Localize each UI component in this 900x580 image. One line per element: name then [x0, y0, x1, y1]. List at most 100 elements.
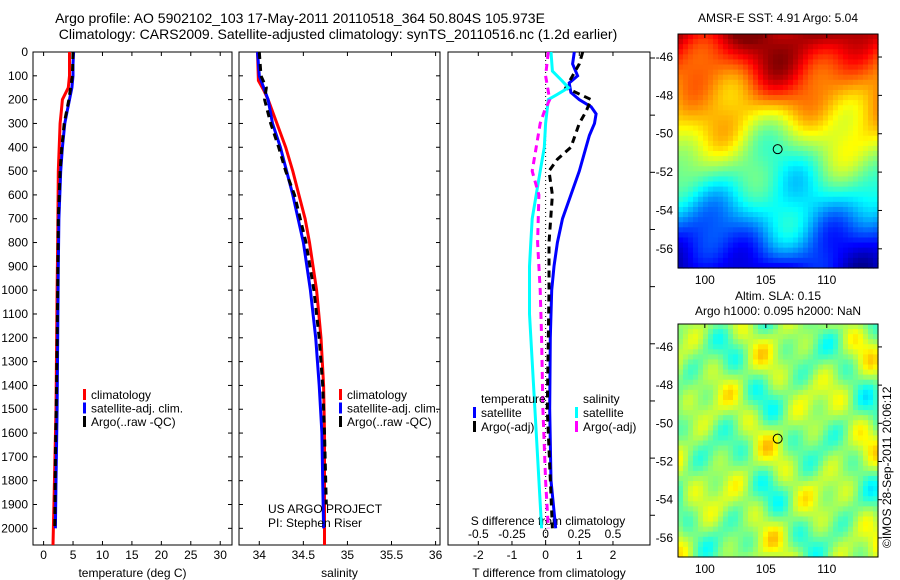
map-cell: [793, 100, 799, 106]
map-cell: [763, 455, 769, 462]
map-cell: [678, 531, 684, 538]
map-cell: [753, 399, 759, 406]
map-cell: [853, 521, 859, 528]
map-cell: [768, 486, 774, 492]
map-cell: [703, 410, 709, 416]
map-cell: [733, 84, 739, 91]
map-cell: [683, 324, 689, 330]
map-cell: [773, 69, 779, 76]
map-cell: [858, 329, 864, 335]
map-cell: [683, 415, 689, 421]
map-cell: [723, 257, 729, 264]
map-cell: [763, 84, 769, 91]
map-cell: [698, 176, 704, 183]
map-cell: [683, 69, 689, 76]
map-cell: [703, 156, 709, 162]
map-cell: [838, 95, 844, 101]
map-cell: [693, 242, 699, 249]
map-cell: [833, 201, 839, 208]
map-cell: [793, 176, 799, 183]
map-cell: [868, 526, 874, 533]
map-cell: [828, 44, 834, 50]
map-cell: [698, 181, 704, 188]
map-cell: [868, 399, 874, 406]
map-cell: [688, 551, 694, 558]
map-cell: [803, 491, 809, 497]
map-cell: [778, 369, 784, 376]
map-cell: [833, 74, 839, 81]
map-cell: [743, 394, 749, 401]
map-cell: [808, 465, 814, 472]
map-cell: [783, 135, 789, 142]
map-cell: [743, 252, 749, 259]
map-cell: [713, 115, 719, 122]
map-cell: [688, 115, 694, 122]
map-cell: [703, 247, 709, 254]
map-cell: [683, 526, 689, 533]
map-cell: [748, 445, 754, 452]
map-cell: [808, 161, 814, 167]
map-cell: [708, 374, 714, 381]
map-cell: [718, 329, 724, 335]
map-cell: [848, 171, 854, 178]
map-cell: [758, 100, 764, 106]
map-cell: [868, 374, 874, 381]
map-cell: [713, 511, 719, 518]
map-cell: [793, 496, 799, 502]
map-cell: [863, 110, 869, 116]
map-cell: [788, 531, 794, 538]
map-cell: [708, 262, 714, 269]
map-cell: [873, 481, 879, 487]
map-cell: [713, 100, 719, 106]
map-cell: [753, 465, 759, 472]
map-cell: [803, 415, 809, 421]
map-cell: [863, 394, 869, 401]
map-cell: [823, 105, 829, 111]
map-cell: [733, 435, 739, 442]
map-cell: [683, 369, 689, 376]
map-cell: [853, 100, 859, 106]
map-cell: [708, 130, 714, 137]
map-cell: [763, 201, 769, 208]
map-cell: [753, 359, 759, 366]
map-cell: [838, 546, 844, 553]
map-cell: [698, 486, 704, 492]
map-cell: [783, 399, 789, 406]
map-cell: [858, 379, 864, 386]
map-cell: [748, 232, 754, 239]
map-cell: [693, 526, 699, 533]
map-cell: [708, 257, 714, 264]
map-cell: [743, 460, 749, 467]
map-cell: [793, 435, 799, 442]
map-cell: [863, 39, 869, 45]
map-cell: [678, 222, 684, 228]
map-cell: [768, 262, 774, 269]
map-cell: [773, 470, 779, 477]
map-cell: [703, 227, 709, 233]
map-cell: [863, 531, 869, 538]
map-cell: [848, 374, 854, 381]
map-cell: [818, 69, 824, 76]
map-cell: [758, 460, 764, 467]
map-cell: [773, 115, 779, 122]
map-cell: [808, 379, 814, 386]
map-cell: [688, 546, 694, 553]
map-cell: [848, 151, 854, 157]
map-cell: [713, 145, 719, 152]
map-cell: [733, 252, 739, 259]
map-cell: [803, 100, 809, 106]
map-cell: [683, 171, 689, 178]
map-cell: [778, 511, 784, 518]
map-cell: [818, 359, 824, 366]
map-cell: [758, 120, 764, 127]
map-cell: [868, 450, 874, 457]
map-cell: [708, 379, 714, 386]
map-cell: [728, 491, 734, 497]
map-cell: [678, 110, 684, 116]
map-cell: [863, 176, 869, 183]
map-cell: [698, 541, 704, 548]
map-cell: [793, 74, 799, 81]
map-cell: [853, 166, 859, 172]
map-cell: [808, 222, 814, 228]
map-cell: [728, 379, 734, 386]
